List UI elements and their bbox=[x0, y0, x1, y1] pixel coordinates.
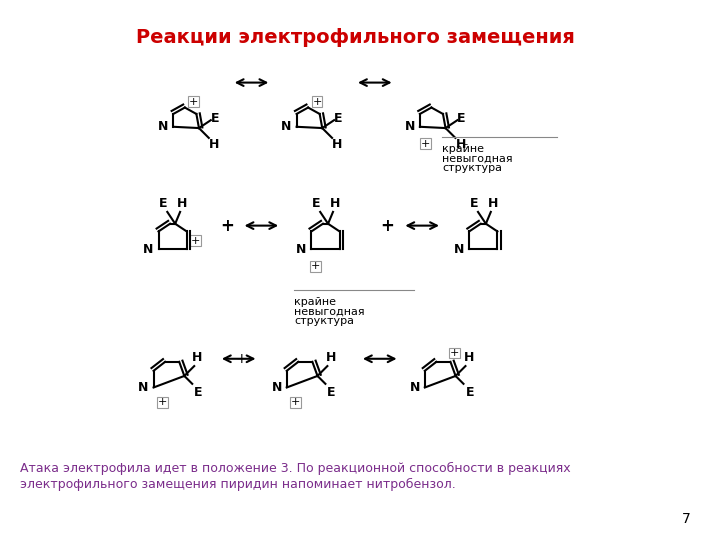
Text: крайне: крайне bbox=[294, 296, 336, 307]
Text: N: N bbox=[405, 120, 415, 133]
Text: структура: структура bbox=[442, 164, 502, 173]
Text: +: + bbox=[291, 397, 300, 407]
Text: H: H bbox=[325, 351, 336, 364]
Text: +: + bbox=[450, 348, 459, 358]
Text: N: N bbox=[454, 243, 464, 256]
FancyBboxPatch shape bbox=[190, 235, 201, 246]
Text: +: + bbox=[158, 397, 167, 407]
Text: +: + bbox=[191, 235, 200, 246]
Text: E: E bbox=[194, 386, 203, 399]
Text: E: E bbox=[457, 112, 466, 125]
Text: структура: структура bbox=[294, 316, 354, 326]
Text: E: E bbox=[328, 386, 336, 399]
Text: H: H bbox=[455, 138, 466, 151]
Text: крайне: крайне bbox=[442, 144, 484, 154]
Text: N: N bbox=[410, 381, 420, 394]
Text: H: H bbox=[487, 197, 498, 210]
Text: N: N bbox=[158, 120, 168, 133]
Text: H: H bbox=[192, 351, 202, 364]
Text: E: E bbox=[465, 386, 474, 399]
Text: H: H bbox=[177, 197, 187, 210]
Text: H: H bbox=[330, 197, 340, 210]
Text: +: + bbox=[220, 217, 234, 234]
FancyBboxPatch shape bbox=[189, 96, 199, 107]
Text: Реакции электрофильного замещения: Реакции электрофильного замещения bbox=[135, 28, 575, 48]
Text: +: + bbox=[236, 352, 248, 366]
Text: 7: 7 bbox=[682, 512, 690, 526]
Text: N: N bbox=[271, 381, 282, 394]
Text: E: E bbox=[159, 197, 168, 210]
Text: H: H bbox=[209, 138, 219, 151]
FancyBboxPatch shape bbox=[312, 96, 323, 107]
Text: Атака электрофила идет в положение 3. По реакционной способности в реакциях
элек: Атака электрофила идет в положение 3. По… bbox=[19, 462, 570, 490]
Text: +: + bbox=[381, 217, 395, 234]
Text: +: + bbox=[312, 97, 322, 106]
Text: E: E bbox=[469, 197, 478, 210]
Text: невыгодная: невыгодная bbox=[442, 153, 513, 164]
Text: +: + bbox=[310, 261, 320, 271]
Text: N: N bbox=[282, 120, 292, 133]
Text: E: E bbox=[312, 197, 320, 210]
Text: H: H bbox=[464, 351, 474, 364]
Text: N: N bbox=[143, 243, 153, 256]
FancyBboxPatch shape bbox=[157, 397, 168, 408]
Text: +: + bbox=[421, 139, 431, 148]
FancyBboxPatch shape bbox=[290, 397, 301, 408]
Text: N: N bbox=[296, 243, 307, 256]
Text: +: + bbox=[189, 97, 199, 106]
Text: невыгодная: невыгодная bbox=[294, 307, 364, 316]
Text: H: H bbox=[332, 138, 343, 151]
Text: N: N bbox=[138, 381, 148, 394]
Text: E: E bbox=[334, 112, 343, 125]
Text: E: E bbox=[211, 112, 220, 125]
FancyBboxPatch shape bbox=[310, 261, 321, 272]
FancyBboxPatch shape bbox=[420, 138, 431, 149]
FancyBboxPatch shape bbox=[449, 348, 460, 359]
